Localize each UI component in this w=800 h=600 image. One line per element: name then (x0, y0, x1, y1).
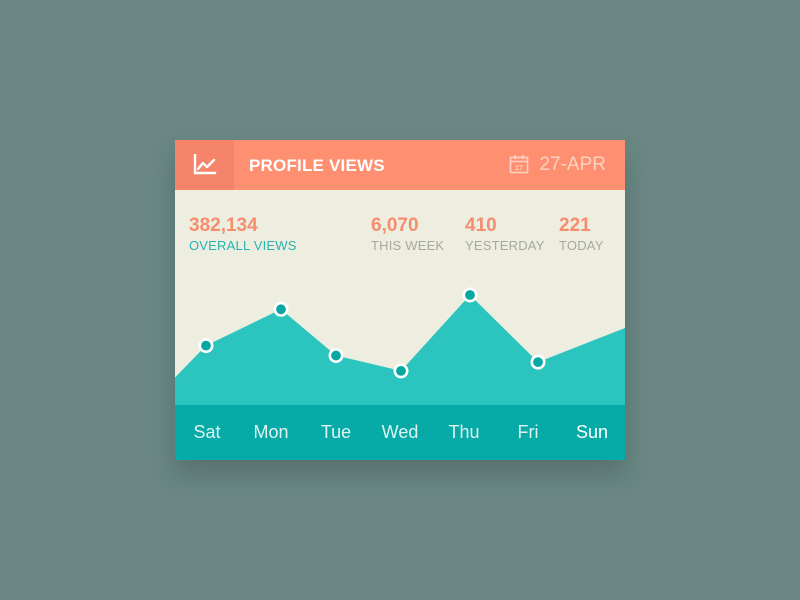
data-point-tue[interactable] (328, 348, 344, 364)
stat-label: OVERALL VIEWS (189, 238, 297, 253)
day-label-sun[interactable]: Sun (575, 422, 609, 442)
area-series (175, 295, 625, 405)
calendar-day-number: 17 (515, 165, 523, 172)
day-label-sat[interactable]: Sat (193, 422, 221, 442)
stat-label: THIS WEEK (371, 238, 445, 253)
day-label-wed[interactable]: Wed (381, 422, 419, 442)
stat-yesterday: 410 YESTERDAY (465, 216, 545, 254)
stat-label: YESTERDAY (465, 238, 545, 253)
stat-label: TODAY (559, 238, 604, 253)
day-axis-bar: Sat Mon Tue Wed Thu Fri Sun (175, 405, 625, 460)
day-label-thu[interactable]: Thu (448, 422, 480, 442)
stat-value: 221 (559, 215, 591, 236)
header-icon-box[interactable] (175, 140, 234, 190)
day-label-tue[interactable]: Tue (320, 422, 352, 442)
data-point-thu[interactable] (462, 287, 478, 303)
views-area-chart (175, 287, 625, 405)
data-point-fri[interactable] (530, 354, 546, 370)
line-chart-icon (193, 154, 217, 175)
data-point-sat[interactable] (198, 338, 214, 354)
stat-overall-views: 382,134 OVERALL VIEWS (189, 216, 297, 254)
data-point-wed[interactable] (393, 363, 409, 379)
header-date: 27-APR (539, 154, 606, 175)
stat-today: 221 TODAY (559, 216, 604, 254)
day-label-fri[interactable]: Fri (517, 422, 539, 442)
calendar-icon[interactable]: 17 (509, 154, 529, 174)
header-title: PROFILE VIEWS (249, 156, 385, 175)
profile-views-widget: PROFILE VIEWS 17 27-APR 382,134 OVERALL … (175, 140, 625, 460)
day-label-mon[interactable]: Mon (253, 422, 289, 442)
widget-header: PROFILE VIEWS 17 27-APR (175, 140, 625, 190)
data-point-mon[interactable] (273, 301, 289, 317)
stat-value: 382,134 (189, 215, 258, 236)
stat-value: 6,070 (371, 215, 419, 236)
stat-this-week: 6,070 THIS WEEK (371, 216, 444, 254)
stat-value: 410 (465, 215, 497, 236)
